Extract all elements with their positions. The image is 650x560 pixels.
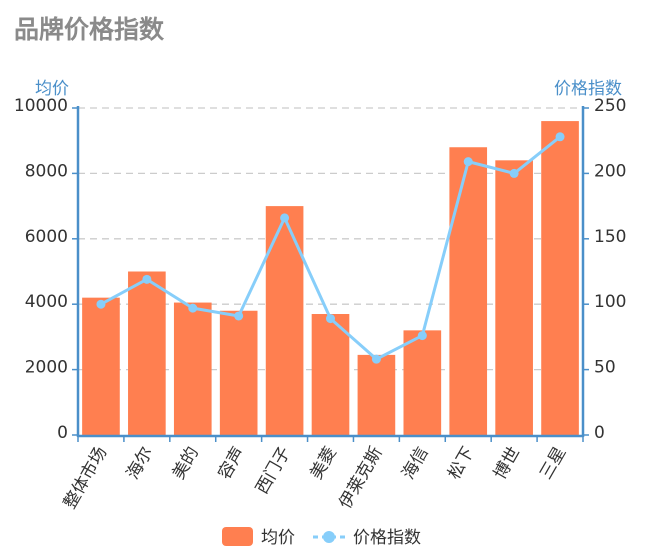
legend[interactable]: 均价 价格指数	[222, 527, 421, 548]
chart-title: 品牌价格指数	[14, 15, 165, 44]
y-left-tick-label: 4000	[25, 292, 68, 312]
x-tick-label: 博世	[490, 444, 524, 483]
bar-美的	[173, 302, 212, 435]
bar-伊莱克斯	[357, 354, 396, 435]
axes-group: 0 2000 4000 6000 8000 10000 0 50 100 150 200 250 均价 价…	[14, 79, 627, 512]
bar-海信	[403, 330, 442, 435]
y-left-tick-label: 10000	[14, 96, 68, 116]
x-tick-label: 西门子	[252, 444, 295, 498]
index-point-三星	[555, 132, 565, 142]
x-tick-label: 海信	[398, 444, 432, 483]
index-point-海信	[417, 331, 427, 341]
x-tick-label: 美菱	[307, 444, 341, 483]
legend-bar-label: 均价	[261, 528, 295, 548]
bar-三星	[541, 121, 579, 435]
index-point-西门子	[280, 213, 290, 223]
index-point-容声	[234, 311, 244, 321]
x-tick-label: 伊莱克斯	[335, 444, 386, 513]
y-right-tick-label: 200	[594, 161, 626, 181]
x-tick-label: 松下	[444, 444, 478, 483]
y-right-axis-label: 价格指数	[554, 79, 622, 99]
legend-line-marker	[323, 531, 335, 543]
y-right-tick-label: 100	[594, 292, 626, 312]
line-series-group	[96, 132, 565, 364]
x-tick-label: 整体市场	[60, 444, 111, 513]
index-point-美的	[188, 303, 198, 313]
bar-美菱	[311, 314, 350, 435]
legend-bar-swatch	[222, 527, 253, 546]
index-point-整体市场	[96, 299, 106, 309]
bar-整体市场	[82, 297, 120, 435]
bar-博世	[495, 160, 533, 435]
y-left-tick-label: 6000	[25, 227, 68, 247]
index-point-伊莱克斯	[371, 354, 381, 364]
index-point-美菱	[326, 314, 335, 324]
y-left-tick-label: 0	[57, 423, 68, 443]
legend-line-label: 价格指数	[353, 528, 421, 548]
y-right-tick-label: 150	[594, 227, 626, 247]
y-left-axis-label: 均价	[35, 79, 69, 99]
index-point-松下	[463, 157, 473, 167]
bar-海尔	[128, 271, 166, 435]
index-point-海尔	[142, 274, 152, 284]
bar-松下	[449, 147, 488, 436]
index-point-博世	[509, 168, 519, 178]
x-tick-label: 海尔	[123, 444, 157, 483]
x-tick-label: 美的	[169, 444, 203, 483]
x-tick-label: 容声	[215, 444, 249, 483]
bar-容声	[219, 310, 258, 435]
y-right-tick-label: 0	[594, 423, 605, 443]
x-tick-label: 三星	[536, 444, 570, 483]
y-right-tick-label: 250	[594, 96, 626, 116]
y-left-tick-label: 2000	[25, 358, 68, 378]
y-right-tick-label: 50	[594, 358, 616, 378]
y-left-tick-label: 8000	[25, 161, 68, 181]
bar-西门子	[265, 206, 304, 435]
bars-group	[82, 121, 579, 436]
